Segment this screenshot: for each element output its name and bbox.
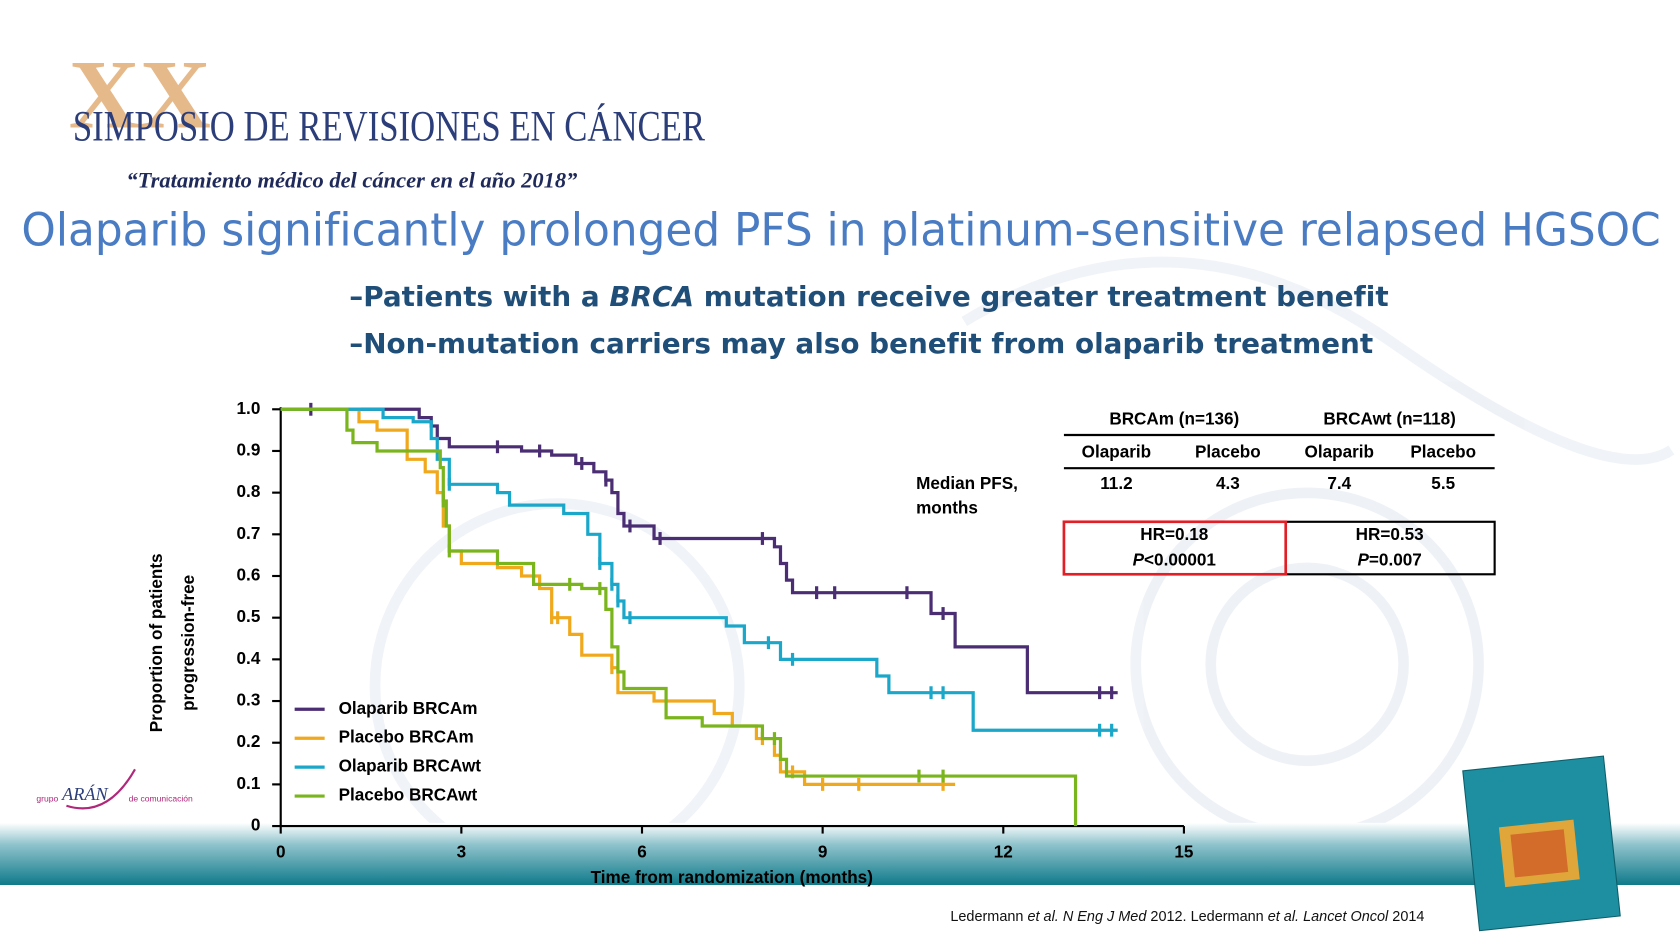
bullets: –Patients with a BRCA mutation receive g…	[349, 280, 1388, 360]
legend-label: Olaparib BRCAm	[339, 698, 478, 718]
bullet: –Non-mutation carriers may also benefit …	[349, 327, 1373, 360]
y-axis-label: progression-free	[178, 575, 198, 711]
table-value: 4.3	[1216, 473, 1240, 493]
x-tick-label: 0	[276, 841, 286, 861]
hr-box-highlight	[1062, 520, 1288, 576]
y-tick-label: 0	[251, 815, 261, 835]
citation-part: Lancet Oncol	[1303, 909, 1389, 925]
cover-image	[1462, 755, 1621, 932]
y-tick-label: 0.4	[237, 648, 261, 668]
header-subtitle: “Tratamiento médico del cáncer en el año…	[126, 167, 577, 192]
y-tick-label: 0.1	[237, 773, 261, 793]
citation-part: 2012. Ledermann	[1146, 909, 1267, 925]
p-symbol: P	[1133, 549, 1145, 569]
results-table: BRCAm (n=136) BRCAwt (n=118) Olaparib Place…	[916, 409, 1496, 576]
legend-label: Placebo BRCAm	[339, 727, 474, 747]
table-arm: Placebo	[1195, 442, 1261, 462]
citation-part: Ledermann	[950, 909, 1027, 925]
y-tick-label: 0.2	[237, 731, 261, 751]
citation-part: 2014	[1388, 909, 1424, 925]
y-tick-label: 1.0	[237, 398, 261, 418]
p-value: P<0.00001	[1133, 549, 1217, 569]
km-curve	[280, 407, 1118, 695]
km-curve	[280, 407, 1118, 732]
hazard-ratio: HR=0.53	[1356, 524, 1424, 544]
logo-text: de comunicación	[129, 794, 193, 804]
x-tick-label: 9	[818, 841, 828, 861]
p-number: =0.007	[1369, 549, 1422, 569]
y-tick-label: 0.3	[237, 690, 261, 710]
chart: 0 0.1 0.2 0.3 0.4 0.5 0.6 0.7 0.8 0.9 1.0 0 3 6 9 12 15 T…	[146, 398, 1194, 887]
table-value: 11.2	[1100, 473, 1132, 493]
table-group: BRCAm (n=136)	[1109, 409, 1239, 429]
citation-part: N Eng J Med	[1063, 909, 1148, 925]
header-title: SIMPOSIO DE REVISIONES EN CÁNCER	[73, 104, 705, 151]
legend-label: Placebo BRCAwt	[339, 785, 478, 805]
legend: Olaparib BRCAm Placebo BRCAm Olaparib BRCA…	[294, 698, 482, 805]
table-arm: Olaparib	[1082, 442, 1151, 462]
table-arm: Placebo	[1410, 442, 1476, 462]
bullet-part: BRCA	[609, 280, 694, 313]
y-tick-label: 0.5	[237, 606, 261, 626]
p-value: P=0.007	[1357, 549, 1421, 569]
p-number: <0.00001	[1144, 549, 1216, 569]
km-curve	[280, 407, 1078, 827]
x-tick-label: 3	[457, 841, 467, 861]
table-group: BRCAwt (n=118)	[1323, 409, 1455, 429]
y-axis-label: Proportion of patients	[146, 553, 166, 732]
y-tick-label: 0.6	[237, 565, 261, 585]
citation: Ledermann et al. N Eng J Med 2012. Leder…	[950, 909, 1424, 925]
citation-part: et al.	[1027, 909, 1058, 925]
logo-text: grupo	[36, 794, 58, 804]
y-tick-label: 0.7	[237, 523, 261, 543]
table-row-label: months	[916, 497, 978, 517]
x-tick-label: 15	[1174, 841, 1194, 861]
slide-title: Olaparib significantly prolonged PFS in …	[21, 204, 1660, 257]
legend-label: Olaparib BRCAwt	[339, 756, 482, 776]
km-curve	[280, 407, 956, 786]
bullet-part: –Non-mutation carriers may also benefit …	[349, 327, 1373, 360]
p-symbol: P	[1357, 549, 1369, 569]
logo: grupo ARÁN de comunicación	[36, 768, 193, 810]
bullet: –Patients with a BRCA mutation receive g…	[349, 280, 1388, 313]
x-tick-label: 12	[994, 841, 1013, 861]
header-mark: XX	[69, 41, 211, 150]
hazard-ratio: HR=0.18	[1140, 524, 1208, 544]
table-value: 7.4	[1327, 473, 1351, 493]
table-value: 5.5	[1431, 473, 1455, 493]
bullet-part: mutation receive greater treatment benef…	[694, 280, 1389, 313]
logo-text: ARÁN	[61, 783, 108, 804]
table-arm: Olaparib	[1305, 442, 1374, 462]
y-tick-label: 0.9	[237, 439, 261, 459]
bullet-part: –Patients with a	[349, 280, 609, 313]
table-row-label: Median PFS,	[916, 473, 1018, 493]
x-tick-label: 6	[637, 841, 647, 861]
x-axis-label: Time from randomization (months)	[591, 867, 873, 887]
y-tick-label: 0.8	[237, 481, 261, 501]
citation-part: et al.	[1268, 909, 1299, 925]
